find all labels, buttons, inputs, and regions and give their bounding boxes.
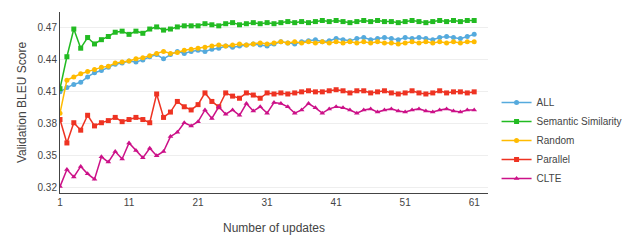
svg-text:Random: Random	[537, 135, 575, 146]
svg-text:0.35: 0.35	[38, 150, 58, 161]
svg-text:0.47: 0.47	[38, 22, 58, 33]
svg-text:31: 31	[262, 197, 274, 208]
svg-text:0.44: 0.44	[38, 54, 58, 65]
svg-text:1: 1	[57, 197, 63, 208]
svg-text:Validation BLEU Score: Validation BLEU Score	[15, 42, 29, 164]
svg-text:0.38: 0.38	[38, 118, 58, 129]
svg-text:21: 21	[192, 197, 204, 208]
svg-text:Parallel: Parallel	[537, 154, 570, 165]
svg-text:ALL: ALL	[537, 97, 555, 108]
svg-text:CLTE: CLTE	[537, 173, 562, 184]
svg-text:0.32: 0.32	[38, 182, 58, 193]
svg-text:0.41: 0.41	[38, 86, 58, 97]
svg-text:11: 11	[124, 197, 135, 208]
svg-text:Semantic Similarity: Semantic Similarity	[537, 116, 622, 127]
svg-text:41: 41	[331, 197, 343, 208]
svg-text:Number of updates: Number of updates	[223, 221, 325, 235]
svg-text:51: 51	[400, 197, 412, 208]
svg-text:61: 61	[469, 197, 481, 208]
